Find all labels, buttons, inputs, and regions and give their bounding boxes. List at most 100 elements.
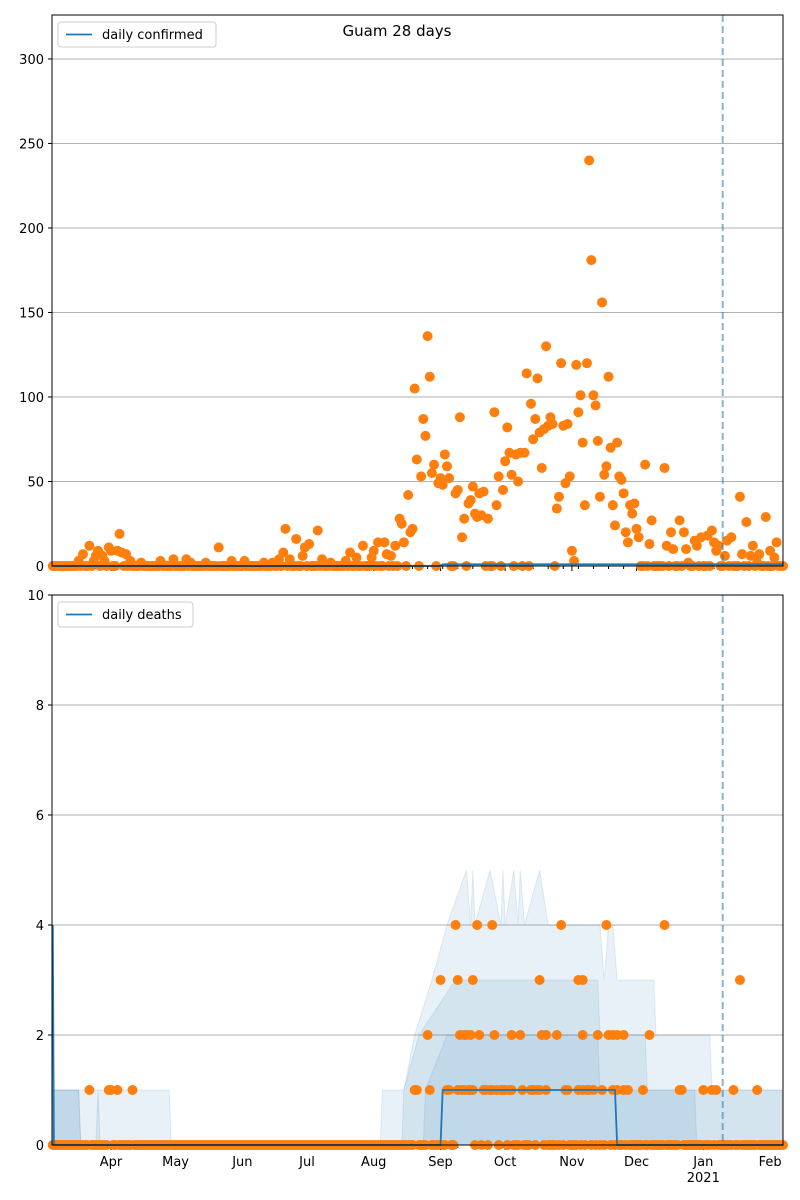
data-point: [588, 390, 599, 401]
data-point: [737, 549, 748, 560]
data-point: [487, 920, 498, 930]
data-point: [586, 255, 597, 266]
data-point: [411, 454, 422, 465]
x-tick-label: May: [162, 1155, 189, 1170]
data-point: [627, 508, 638, 519]
data-point: [127, 1085, 138, 1095]
data-point: [551, 1030, 562, 1040]
data-point: [467, 481, 478, 492]
data-point: [640, 459, 651, 470]
data-point: [551, 503, 562, 514]
data-point: [706, 525, 717, 536]
data-point: [482, 513, 493, 524]
data-point: [616, 474, 627, 485]
data-point: [84, 540, 95, 551]
data-point: [771, 537, 782, 548]
data-point: [506, 469, 517, 480]
data-point: [385, 550, 396, 561]
axes-frame: [51, 594, 784, 1146]
data-point: [566, 545, 577, 556]
data-point: [418, 413, 429, 424]
quantile-band-1: [52, 979, 784, 1146]
data-point: [465, 1030, 476, 1040]
data-point: [592, 435, 603, 446]
data-point: [631, 523, 642, 534]
data-point: [618, 488, 629, 499]
y-tick-label: 0: [36, 1139, 44, 1154]
y-tick-label: 300: [19, 53, 44, 68]
legend-box: [57, 601, 194, 628]
data-point: [668, 544, 679, 555]
data-point: [734, 491, 745, 502]
data-point: [622, 1085, 633, 1095]
data-point: [769, 552, 780, 563]
data-points: [47, 155, 789, 571]
data-point: [525, 398, 536, 409]
data-point: [213, 542, 224, 553]
data-point: [280, 523, 291, 534]
data-point: [519, 447, 530, 458]
x-tick-label: Jul: [298, 1155, 315, 1170]
data-point: [719, 550, 730, 561]
data-point: [622, 537, 633, 548]
data-point: [562, 419, 573, 430]
data-point: [553, 491, 564, 502]
data-point: [609, 520, 620, 531]
data-point: [741, 517, 752, 528]
data-point: [637, 1085, 648, 1095]
data-point: [601, 461, 612, 472]
data-point: [465, 495, 476, 506]
data-point: [659, 920, 670, 930]
data-point: [745, 550, 756, 561]
chart-title: Guam 28 days: [343, 22, 452, 40]
data-point: [411, 1085, 422, 1095]
data-point: [579, 500, 590, 511]
data-point: [435, 975, 446, 985]
data-point: [528, 434, 539, 445]
x-tick-label: Oct: [494, 1155, 516, 1170]
data-point: [459, 513, 470, 524]
x-tick-label: Sep: [428, 1155, 453, 1170]
data-point: [420, 430, 431, 441]
data-point: [597, 297, 608, 308]
data-point: [515, 1030, 526, 1040]
x-tick-label: Apr: [100, 1155, 123, 1170]
axes-frame: [51, 14, 784, 567]
y-tick-label: 50: [27, 475, 44, 490]
x-tick-label: Aug: [361, 1155, 386, 1170]
data-point: [452, 975, 463, 985]
data-point: [491, 500, 502, 511]
data-point: [584, 155, 595, 166]
data-point: [603, 371, 614, 382]
data-point: [422, 1030, 433, 1040]
data-point: [577, 1030, 588, 1040]
x-tick-label: Nov: [559, 1155, 585, 1170]
data-point: [541, 1030, 552, 1040]
x-tick-label: Jan: [692, 1155, 713, 1170]
data-point: [629, 498, 640, 509]
data-point: [581, 358, 592, 369]
y-tick-label: 6: [36, 809, 44, 824]
data-point: [521, 368, 532, 379]
data-point: [541, 341, 552, 352]
data-point: [452, 484, 463, 495]
data-point: [594, 491, 605, 502]
data-point: [571, 359, 582, 370]
data-point: [424, 371, 435, 382]
data-point: [489, 407, 500, 418]
data-point: [601, 920, 612, 930]
data-point: [573, 407, 584, 418]
legend-label: daily deaths: [102, 608, 182, 623]
data-point: [665, 527, 676, 538]
data-point: [644, 539, 655, 550]
quantile-band-0: [52, 869, 784, 1146]
data-point: [633, 532, 644, 543]
data-point: [536, 462, 547, 473]
data-point: [396, 518, 407, 529]
data-point: [747, 540, 758, 551]
data-point: [530, 413, 541, 424]
data-point: [618, 1030, 629, 1040]
data-point: [444, 473, 455, 484]
data-point: [474, 1030, 485, 1040]
